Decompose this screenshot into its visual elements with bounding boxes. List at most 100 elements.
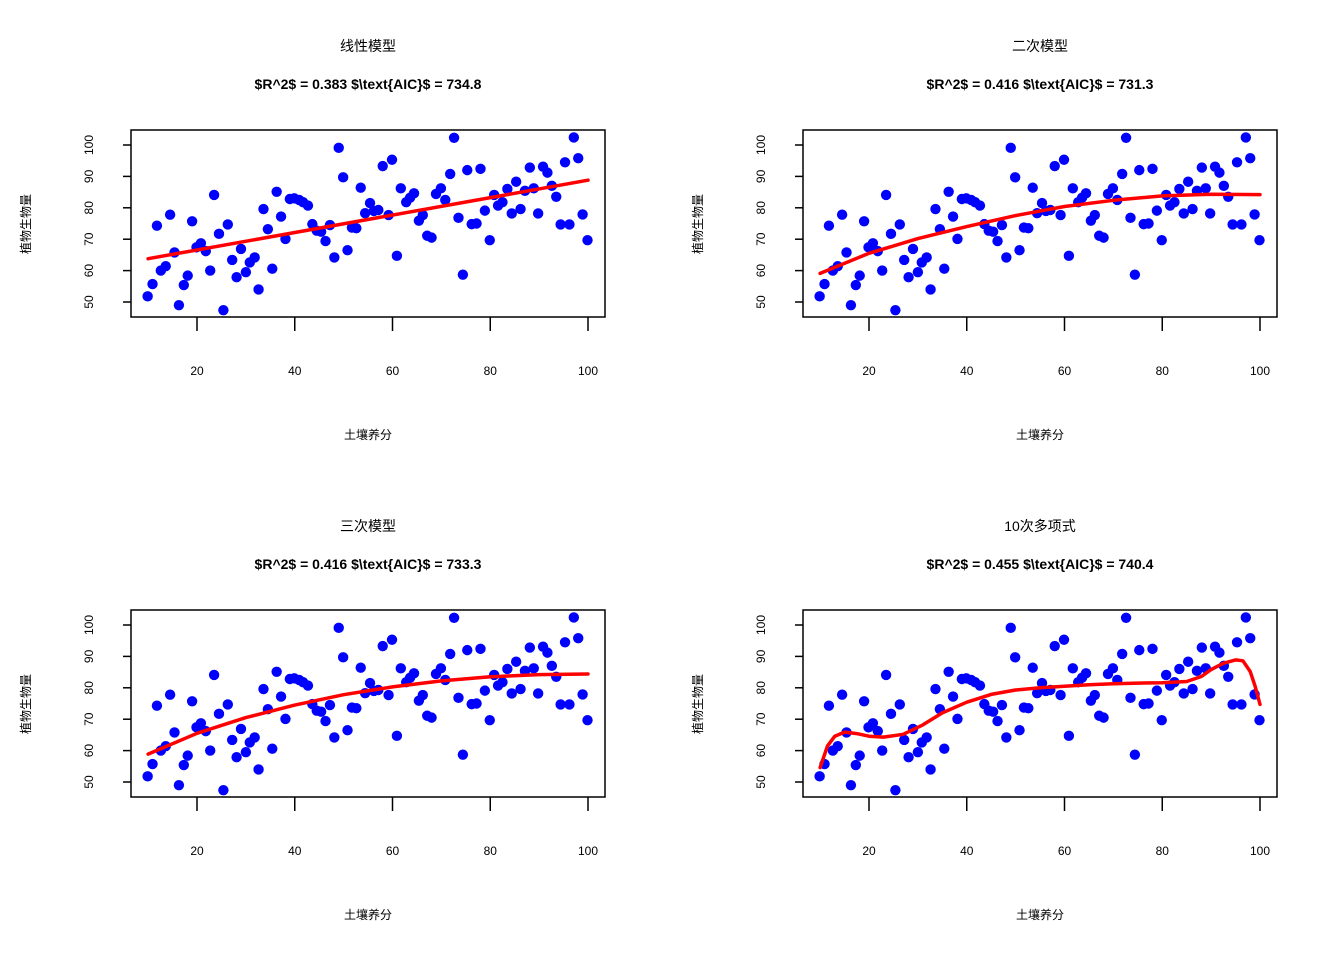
y-tick-label: 100 <box>754 135 768 155</box>
y-axis-label: 植物生物量 <box>18 194 33 254</box>
data-point <box>872 725 883 737</box>
data-point <box>987 226 999 237</box>
data-point <box>262 223 274 235</box>
data-point <box>377 640 388 652</box>
data-point <box>1014 724 1025 736</box>
y-tick-label: 60 <box>82 744 96 758</box>
data-point <box>524 162 536 173</box>
data-point <box>502 663 513 675</box>
data-point <box>386 634 398 645</box>
data-point <box>337 172 349 183</box>
y-tick-label: 90 <box>82 649 96 663</box>
data-point <box>186 216 198 227</box>
data-point <box>943 186 954 197</box>
plot-frame <box>130 609 606 798</box>
data-point <box>925 764 936 775</box>
data-point <box>1196 162 1208 173</box>
data-point <box>1200 183 1211 194</box>
data-point <box>1204 208 1216 219</box>
data-point <box>1027 182 1038 193</box>
data-point <box>204 745 216 756</box>
data-point <box>510 656 522 667</box>
data-point <box>186 696 198 707</box>
data-point <box>267 263 278 274</box>
data-point <box>823 700 835 711</box>
data-point <box>218 304 229 316</box>
data-point <box>320 235 331 247</box>
y-tick-label: 90 <box>754 649 768 663</box>
y-tick-label: 50 <box>754 295 768 309</box>
data-point <box>1147 163 1158 175</box>
data-point <box>342 724 353 736</box>
y-tick-label: 70 <box>82 232 96 246</box>
data-point <box>996 699 1008 711</box>
data-point <box>577 689 588 700</box>
data-point <box>1182 176 1194 187</box>
data-point <box>943 666 954 677</box>
data-point <box>1134 644 1145 656</box>
data-point <box>453 212 464 224</box>
data-point <box>1031 687 1043 699</box>
data-point <box>907 243 919 255</box>
data-points <box>814 132 1265 316</box>
data-point <box>876 265 888 276</box>
x-axis-label: 土壤养分 <box>1016 907 1064 922</box>
data-point <box>823 220 835 231</box>
data-point <box>1055 209 1066 221</box>
data-point <box>1107 663 1119 674</box>
data-point <box>1001 732 1012 743</box>
data-point <box>213 228 225 240</box>
data-point <box>1151 205 1163 216</box>
x-tick-label: 80 <box>484 364 498 378</box>
data-point <box>880 669 892 681</box>
data-point <box>391 250 403 262</box>
data-point <box>275 211 287 222</box>
data-point <box>1107 183 1119 194</box>
x-axis-label: 土壤养分 <box>1016 427 1064 442</box>
data-point <box>1009 652 1021 663</box>
data-point <box>528 663 539 674</box>
data-point <box>471 218 482 229</box>
data-point <box>195 238 207 249</box>
data-point <box>894 699 905 710</box>
data-point <box>858 216 870 227</box>
fit-line <box>146 672 590 756</box>
data-point <box>947 211 959 222</box>
data-point <box>444 168 456 180</box>
data-point <box>271 666 282 677</box>
data-point <box>497 196 508 208</box>
data-point <box>160 261 171 272</box>
data-point <box>952 713 963 725</box>
data-point <box>222 699 233 710</box>
y-tick-label: 70 <box>754 232 768 246</box>
data-point <box>1191 665 1203 677</box>
data-point <box>386 154 398 165</box>
panel-title: 三次模型 <box>340 518 396 534</box>
data-point <box>1227 699 1238 710</box>
data-point <box>1147 643 1158 655</box>
data-point <box>1187 203 1198 215</box>
data-point <box>841 247 852 258</box>
data-point <box>564 219 575 230</box>
data-point <box>1014 244 1025 256</box>
y-tick-label: 60 <box>82 264 96 278</box>
y-axis-label: 植物生物量 <box>690 674 705 734</box>
data-point <box>364 677 376 689</box>
data-point <box>1063 250 1075 262</box>
data-point <box>337 652 349 663</box>
data-point <box>876 745 888 756</box>
data-point <box>173 779 185 791</box>
data-point <box>271 186 282 197</box>
data-point <box>1129 269 1141 280</box>
data-point <box>573 632 584 644</box>
data-point <box>475 163 486 175</box>
data-point <box>267 743 278 754</box>
plot-frame <box>802 609 1278 798</box>
data-point <box>435 183 447 194</box>
data-point <box>417 209 429 221</box>
y-axis-label: 植物生物量 <box>690 194 705 254</box>
y-tick-label: 100 <box>82 135 96 155</box>
data-point <box>1005 622 1016 634</box>
y-tick-label: 80 <box>754 681 768 695</box>
